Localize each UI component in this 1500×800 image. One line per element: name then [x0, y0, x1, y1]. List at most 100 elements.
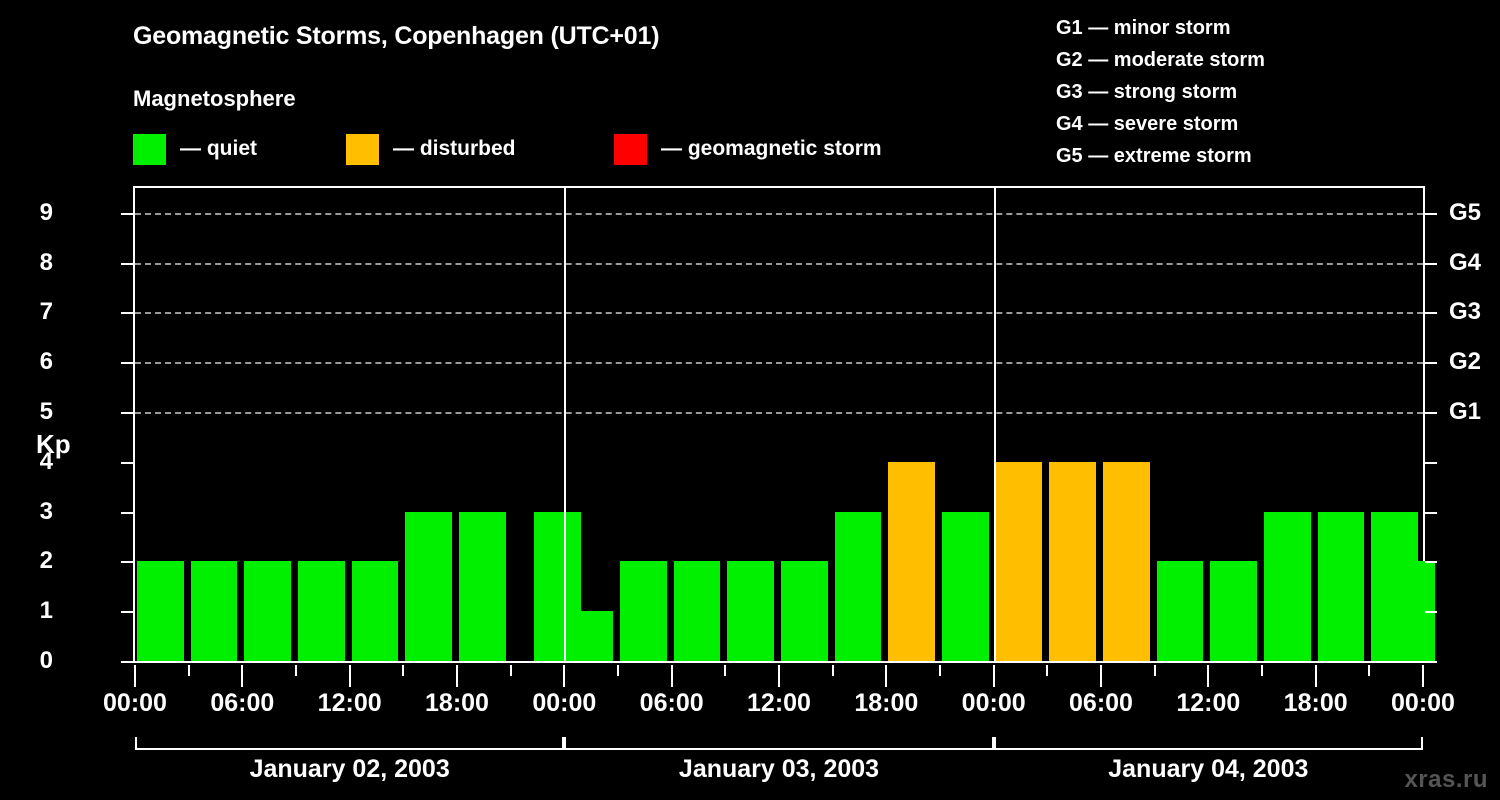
bar [459, 511, 506, 661]
legend-entry-1: — disturbed [346, 133, 516, 165]
bar [620, 561, 667, 661]
date-bracket-0 [135, 737, 565, 750]
x-tick-24 [1422, 665, 1424, 687]
x-tick-1 [187, 665, 190, 676]
y-tick-label-7: 7 [39, 298, 53, 326]
bar [137, 561, 184, 661]
bar [566, 611, 613, 661]
g-axis-label-g2: G2 [1449, 348, 1482, 376]
gridline-kp-6 [135, 362, 1423, 365]
bar [244, 561, 291, 661]
gridline-kp-7 [135, 312, 1423, 315]
x-tick-3 [295, 665, 297, 676]
x-tick-19 [1153, 665, 1156, 676]
bar [781, 561, 828, 661]
chart-plot-area [133, 186, 1436, 663]
x-tick-18 [1100, 665, 1102, 687]
y-tick-mark-0 [121, 661, 133, 663]
y-tick-mark-7 [121, 312, 133, 315]
y-axis-title: Kp [36, 429, 71, 459]
gridline-kp-9 [135, 212, 1423, 215]
x-axis-label-11: 18:00 [1283, 689, 1348, 717]
date-label-1: January 03, 2003 [678, 755, 880, 783]
x-tick-0 [134, 665, 136, 687]
y-tick-label-2: 2 [39, 547, 53, 575]
x-axis-label-10: 12:00 [1176, 689, 1241, 717]
x-axis-label-6: 12:00 [747, 689, 811, 717]
x-tick-8 [563, 665, 566, 687]
x-tick-13 [831, 665, 834, 676]
g-tick-mark-kp-1 [1425, 611, 1437, 614]
g-tick-mark-kp-5 [1425, 412, 1437, 415]
g-tick-mark-kp-3 [1425, 511, 1437, 514]
y-tick-label-5: 5 [39, 398, 53, 426]
gridline-kp-8 [135, 262, 1423, 265]
g-tick-mark-kp-8 [1425, 262, 1437, 265]
x-tick-2 [241, 665, 244, 687]
x-axis-label-2: 12:00 [317, 689, 382, 717]
y-tick-label-9: 9 [39, 198, 53, 226]
y-tick-mark-8 [121, 262, 133, 265]
legend-label-2: — geomagnetic storm [661, 137, 882, 160]
bar [351, 561, 399, 661]
x-axis-label-9: 06:00 [1069, 689, 1133, 717]
y-tick-mark-2 [121, 561, 133, 564]
bar [190, 561, 238, 661]
x-tick-21 [1261, 665, 1263, 676]
x-tick-5 [402, 665, 405, 676]
x-tick-17 [1046, 665, 1049, 676]
bar [995, 461, 1043, 661]
bar [1317, 511, 1365, 661]
bar [834, 511, 882, 661]
x-axis-label-12: 00:00 [1391, 689, 1455, 717]
x-tick-4 [348, 665, 351, 687]
bar [888, 461, 935, 661]
x-tick-20 [1207, 665, 1210, 687]
page-title: Geomagnetic Storms, Copenhagen (UTC+01) [133, 22, 660, 50]
y-tick-label-6: 6 [39, 348, 53, 376]
g-tick-mark-kp-0 [1425, 661, 1437, 663]
g-axis-label-g5: G5 [1449, 198, 1482, 226]
x-axis-label-7: 18:00 [854, 689, 919, 717]
g-axis-label-g4: G4 [1449, 248, 1482, 276]
y-tick-mark-3 [121, 511, 133, 514]
g-legend-line-5: G5 — extreme storm [1056, 145, 1252, 167]
legend-label-1: — disturbed [393, 137, 516, 160]
y-tick-mark-6 [121, 362, 133, 365]
x-tick-22 [1314, 665, 1317, 687]
y-tick-label-4: 4 [39, 447, 53, 475]
bar [298, 561, 345, 661]
x-axis-label-0: 00:00 [103, 689, 167, 717]
legend-entry-2: — geomagnetic storm [614, 133, 882, 165]
gridline-kp-5 [135, 412, 1423, 415]
g-legend-line-2: G2 — moderate storm [1056, 49, 1265, 71]
g-legend-line-3: G3 — strong storm [1056, 81, 1238, 103]
x-tick-6 [456, 665, 458, 687]
x-tick-15 [939, 665, 941, 676]
x-tick-12 [778, 665, 780, 687]
y-tick-mark-4 [121, 461, 133, 464]
series-label: Magnetosphere [133, 86, 296, 111]
day-divider-1 [564, 188, 567, 661]
g-tick-mark-kp-4 [1425, 461, 1437, 464]
y-tick-label-0: 0 [39, 647, 53, 674]
chart-inner [135, 188, 1436, 661]
y-tick-mark-5 [121, 412, 133, 415]
y-tick-label-1: 1 [39, 597, 53, 625]
x-axis-label-8: 00:00 [961, 689, 1026, 717]
y-tick-label-8: 8 [39, 248, 53, 276]
g-scale-legend: G1 — minor storm G2 — moderate storm G3 — … [1056, 12, 1476, 172]
g-axis-label-g3: G3 [1449, 298, 1482, 326]
x-axis-label-3: 18:00 [425, 689, 489, 717]
x-tick-16 [992, 665, 995, 687]
bar [405, 511, 452, 661]
y-tick-mark-1 [121, 611, 133, 614]
date-label-2: January 04, 2003 [1108, 755, 1309, 783]
x-tick-23 [1368, 665, 1371, 676]
g-legend-line-4: G4 — severe storm [1056, 113, 1239, 135]
legend-entry-0: — quiet [133, 133, 257, 165]
storm-swatch [614, 133, 647, 165]
disturbed-swatch [346, 133, 379, 165]
y-tick-mark-9 [121, 212, 133, 215]
bar [1210, 561, 1257, 661]
